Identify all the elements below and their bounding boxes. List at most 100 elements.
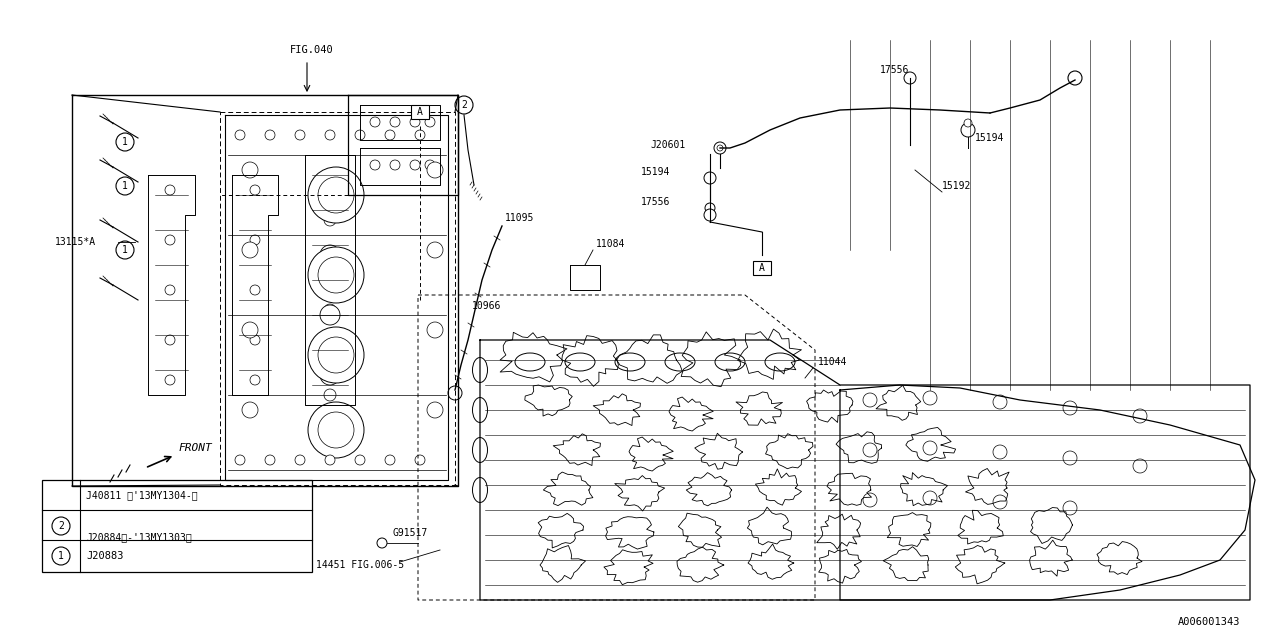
Text: A: A xyxy=(417,107,422,117)
Circle shape xyxy=(308,167,364,223)
Circle shape xyxy=(370,117,380,127)
Bar xyxy=(411,105,429,119)
Circle shape xyxy=(964,119,972,127)
Circle shape xyxy=(317,177,355,213)
Circle shape xyxy=(428,402,443,418)
Circle shape xyxy=(165,335,175,345)
Circle shape xyxy=(355,130,365,140)
Circle shape xyxy=(236,455,244,465)
Circle shape xyxy=(714,142,726,154)
Circle shape xyxy=(863,443,877,457)
Circle shape xyxy=(317,257,355,293)
Circle shape xyxy=(410,117,420,127)
Text: 15194: 15194 xyxy=(641,167,671,177)
Bar xyxy=(753,261,771,275)
Ellipse shape xyxy=(515,353,545,371)
Circle shape xyxy=(242,402,259,418)
Circle shape xyxy=(385,455,396,465)
Circle shape xyxy=(425,160,435,170)
Circle shape xyxy=(165,285,175,295)
Text: 13115*A: 13115*A xyxy=(55,237,96,247)
Text: 17556: 17556 xyxy=(641,197,671,207)
Text: 1: 1 xyxy=(58,551,64,561)
Text: 2: 2 xyxy=(58,521,64,531)
Text: J40811 （'13MY1304-）: J40811 （'13MY1304-） xyxy=(86,490,197,500)
Circle shape xyxy=(317,337,355,373)
Circle shape xyxy=(923,491,937,505)
Circle shape xyxy=(52,517,70,535)
Ellipse shape xyxy=(472,397,488,422)
Text: 10966: 10966 xyxy=(472,301,502,311)
Text: J20601: J20601 xyxy=(650,140,685,150)
Circle shape xyxy=(355,455,365,465)
Text: 17556: 17556 xyxy=(881,65,909,75)
Circle shape xyxy=(390,160,401,170)
Text: 14451 FIG.006-5: 14451 FIG.006-5 xyxy=(316,560,404,570)
Circle shape xyxy=(863,493,877,507)
Circle shape xyxy=(165,235,175,245)
Circle shape xyxy=(863,393,877,407)
Circle shape xyxy=(325,130,335,140)
Circle shape xyxy=(1133,459,1147,473)
Text: 1: 1 xyxy=(122,181,128,191)
Circle shape xyxy=(242,322,259,338)
Circle shape xyxy=(320,365,340,385)
Circle shape xyxy=(993,445,1007,459)
Circle shape xyxy=(324,169,337,181)
Text: 11044: 11044 xyxy=(818,357,847,367)
Circle shape xyxy=(324,259,337,271)
Circle shape xyxy=(454,96,474,114)
Circle shape xyxy=(410,160,420,170)
Bar xyxy=(42,480,312,572)
Circle shape xyxy=(993,495,1007,509)
Circle shape xyxy=(116,241,134,259)
Text: A: A xyxy=(759,263,765,273)
Circle shape xyxy=(428,242,443,258)
Text: 1: 1 xyxy=(122,137,128,147)
Circle shape xyxy=(308,247,364,303)
Circle shape xyxy=(52,547,70,565)
Circle shape xyxy=(325,455,335,465)
Circle shape xyxy=(1062,501,1076,515)
Circle shape xyxy=(370,160,380,170)
Text: 2: 2 xyxy=(461,100,467,110)
Circle shape xyxy=(250,375,260,385)
Circle shape xyxy=(265,455,275,465)
Circle shape xyxy=(923,441,937,455)
Text: J20883: J20883 xyxy=(86,551,123,561)
Ellipse shape xyxy=(472,477,488,502)
Circle shape xyxy=(993,395,1007,409)
Circle shape xyxy=(320,305,340,325)
Circle shape xyxy=(1062,401,1076,415)
Circle shape xyxy=(324,304,337,316)
Text: 15192: 15192 xyxy=(942,181,972,191)
Circle shape xyxy=(317,412,355,448)
Circle shape xyxy=(320,245,340,265)
Circle shape xyxy=(165,375,175,385)
Circle shape xyxy=(308,402,364,458)
Circle shape xyxy=(378,538,387,548)
Circle shape xyxy=(242,242,259,258)
Circle shape xyxy=(324,349,337,361)
Circle shape xyxy=(236,130,244,140)
Ellipse shape xyxy=(666,353,695,371)
Circle shape xyxy=(415,130,425,140)
Circle shape xyxy=(116,133,134,151)
Circle shape xyxy=(904,72,916,84)
Circle shape xyxy=(265,130,275,140)
Text: 11084: 11084 xyxy=(596,239,626,249)
Text: G91517: G91517 xyxy=(392,528,428,538)
Circle shape xyxy=(250,235,260,245)
Circle shape xyxy=(1133,409,1147,423)
Circle shape xyxy=(704,209,716,221)
Text: FRONT: FRONT xyxy=(178,443,211,453)
Circle shape xyxy=(250,285,260,295)
Circle shape xyxy=(116,177,134,195)
Circle shape xyxy=(704,172,716,184)
Ellipse shape xyxy=(472,438,488,463)
Circle shape xyxy=(961,123,975,137)
Circle shape xyxy=(250,185,260,195)
Text: 11095: 11095 xyxy=(506,213,534,223)
Text: A006001343: A006001343 xyxy=(1178,617,1240,627)
Circle shape xyxy=(250,335,260,345)
